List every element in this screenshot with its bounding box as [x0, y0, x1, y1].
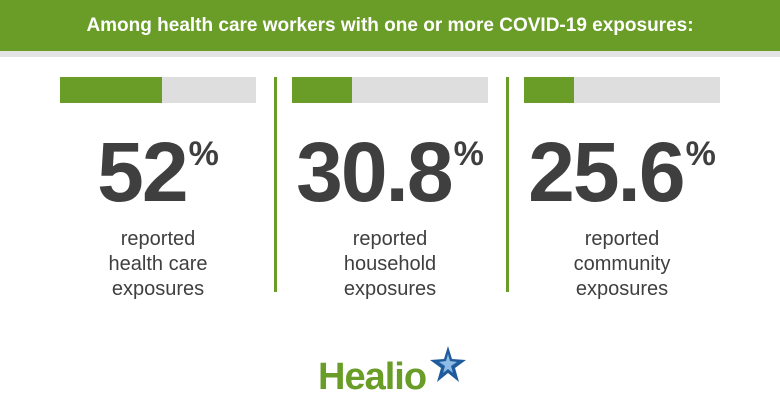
- stat-column-health-care: 52 % reported health care exposures: [60, 77, 256, 307]
- stat-column-community: 25.6 % reported community exposures: [524, 77, 720, 307]
- header-underline: [0, 51, 780, 57]
- star-icon: [430, 346, 466, 382]
- description-line: reported: [584, 228, 660, 250]
- stat-number: 52: [97, 125, 188, 219]
- stat-value-group: 30.8 %: [292, 117, 488, 227]
- header-title: Among health care workers with one or mo…: [86, 14, 694, 36]
- percent-sign: %: [685, 135, 716, 173]
- stat-number: 25.6: [528, 125, 685, 219]
- description-line: exposures: [343, 278, 437, 300]
- stat-number: 30.8: [296, 125, 453, 219]
- stat-description: reported household exposures: [292, 227, 488, 302]
- stat-value-group: 52 %: [60, 117, 256, 227]
- column-divider: [274, 77, 277, 292]
- progress-track: [292, 77, 488, 103]
- stat-description: reported community exposures: [524, 227, 720, 302]
- progress-track: [60, 77, 256, 103]
- healio-logo: Healio: [318, 346, 478, 398]
- progress-fill: [292, 77, 353, 103]
- stat-column-household: 30.8 % reported household exposures: [292, 77, 488, 307]
- stat-description: reported health care exposures: [60, 227, 256, 302]
- percent-sign: %: [188, 135, 219, 173]
- header-banner: Among health care workers with one or mo…: [0, 0, 780, 51]
- progress-fill: [524, 77, 575, 103]
- progress-fill: [60, 77, 162, 103]
- logo-wordmark: Healio: [318, 356, 427, 398]
- description-line: reported: [352, 228, 428, 250]
- column-divider: [506, 77, 509, 292]
- percent-sign: %: [453, 135, 484, 173]
- description-line: exposures: [111, 278, 205, 300]
- description-line: community: [573, 253, 671, 275]
- progress-track: [524, 77, 720, 103]
- description-line: household: [343, 253, 437, 275]
- description-line: reported: [120, 228, 196, 250]
- stat-value-group: 25.6 %: [524, 117, 720, 227]
- description-line: health care: [108, 253, 208, 275]
- description-line: exposures: [575, 278, 669, 300]
